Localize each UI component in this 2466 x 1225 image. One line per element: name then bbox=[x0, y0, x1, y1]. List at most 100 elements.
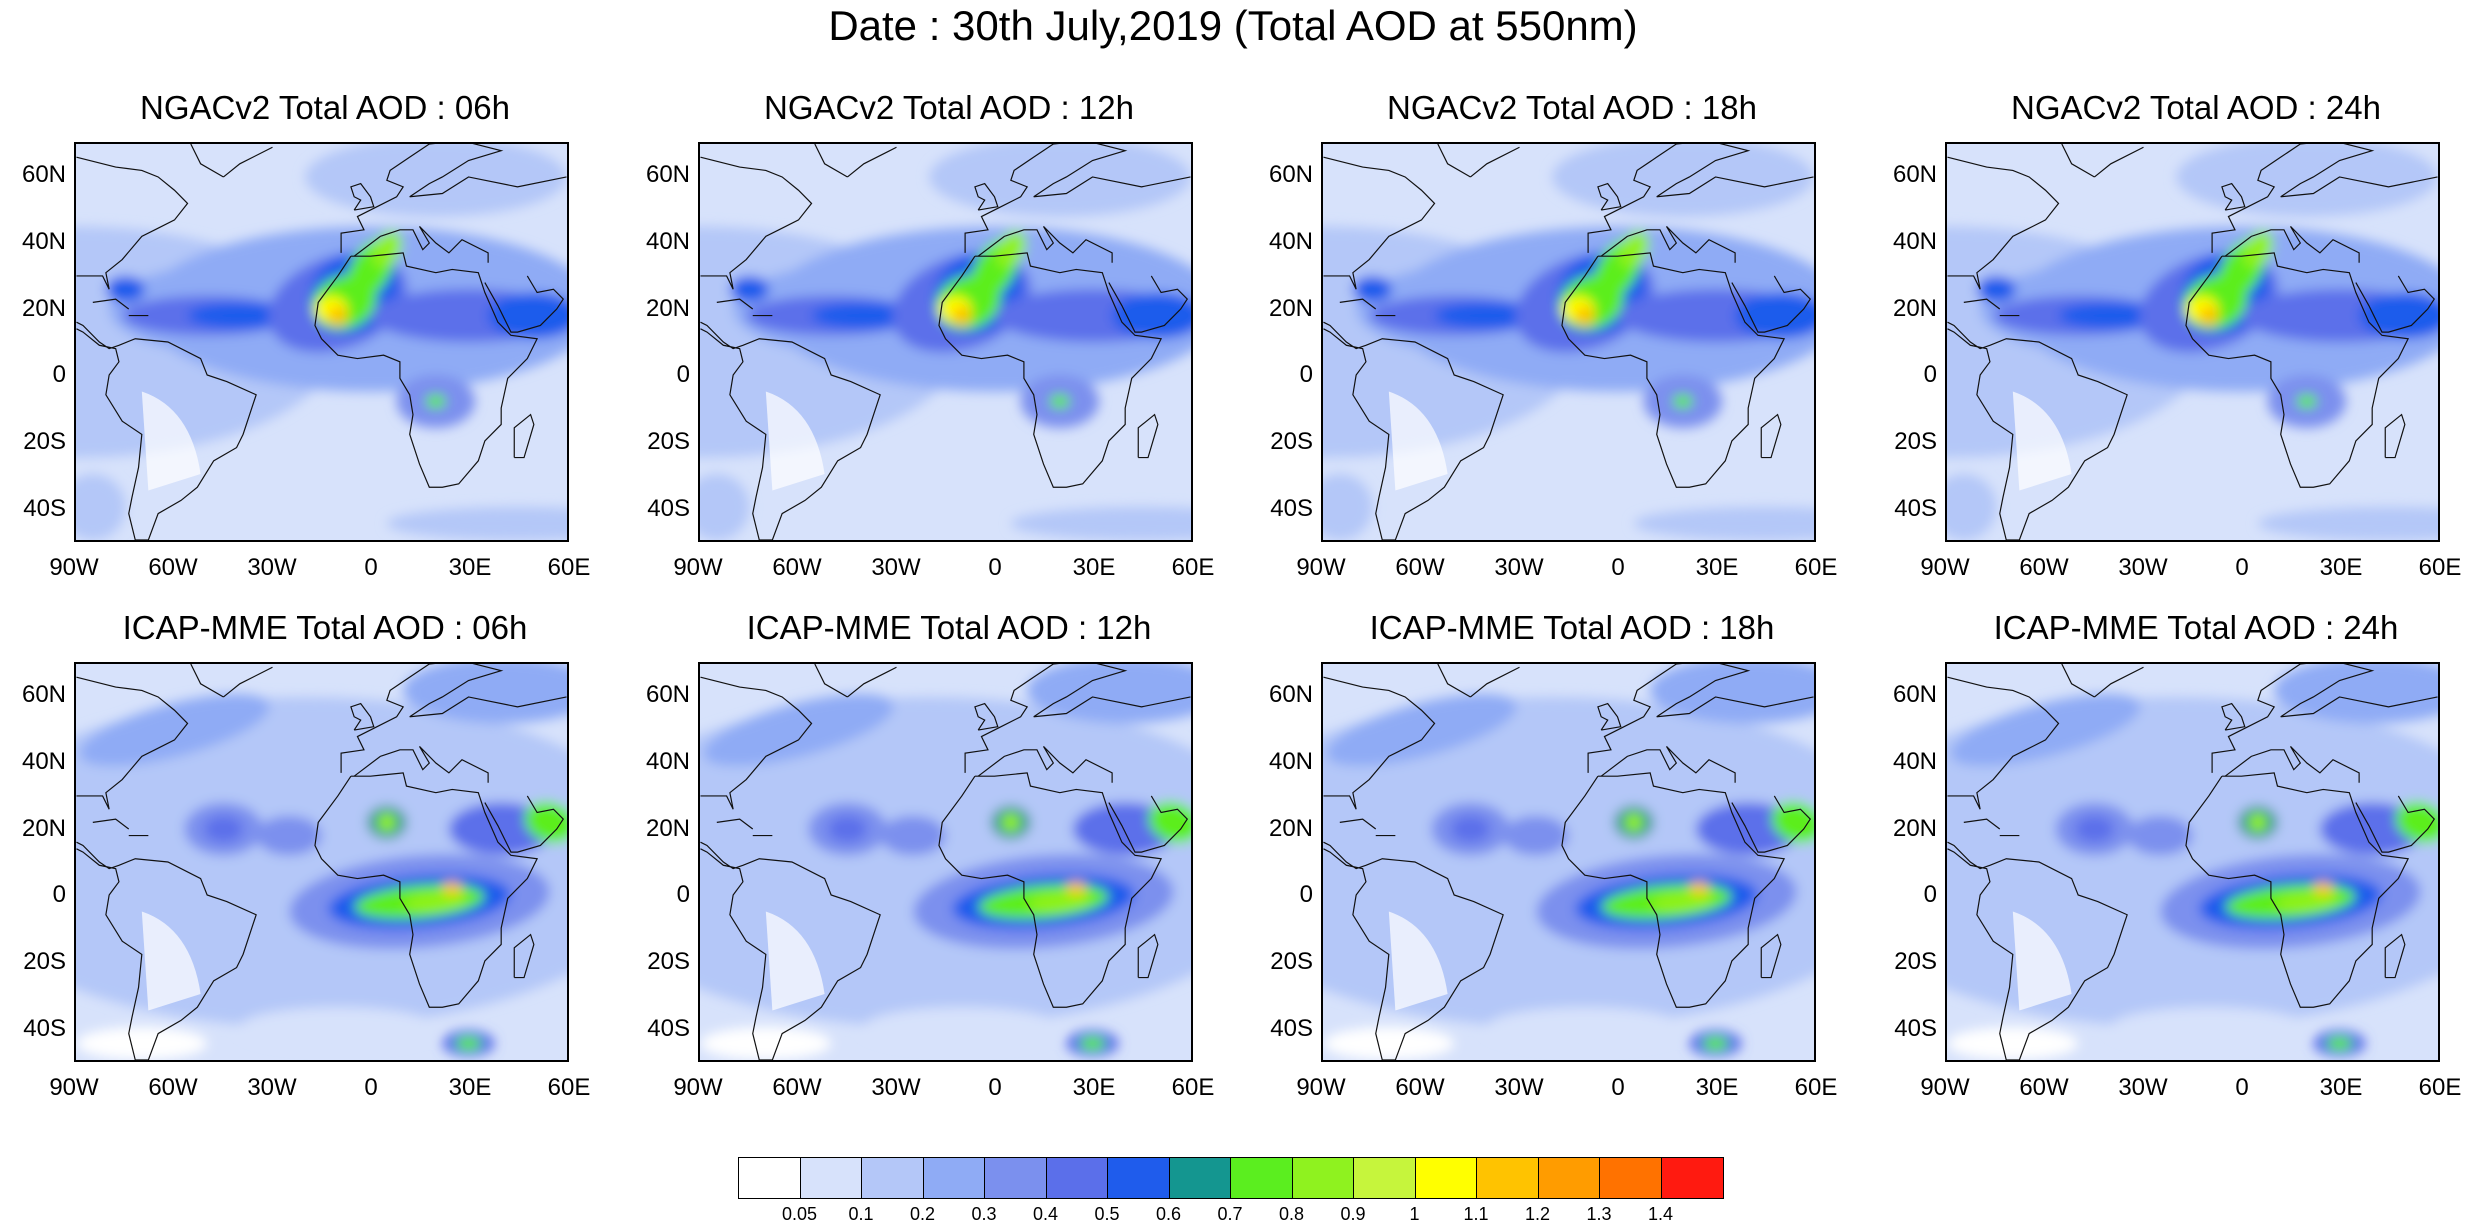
coastline bbox=[353, 746, 489, 783]
aod-plume bbox=[239, 1007, 436, 1047]
lon-tick-label: 60W bbox=[1395, 554, 1445, 581]
panel-title: ICAP-MME Total AOD : 24h bbox=[1993, 609, 2399, 646]
lon-tick-label: 30E bbox=[1072, 1074, 1116, 1101]
lon-tick-label: 30E bbox=[1695, 1074, 1739, 1101]
colorbar-level-label: 1 bbox=[1409, 1204, 1420, 1224]
aod-plume bbox=[863, 1007, 1060, 1047]
aod-map bbox=[698, 142, 1193, 542]
aod-plume bbox=[1575, 305, 1595, 326]
lat-tick-label: 60N bbox=[1892, 681, 1937, 709]
panel-title: NGACv2 Total AOD : 12h bbox=[764, 89, 1134, 126]
lat-tick-label: 20S bbox=[1894, 948, 1937, 975]
aod-plume bbox=[187, 302, 293, 329]
lat-tick-label: 20N bbox=[1268, 294, 1313, 322]
coastline bbox=[314, 772, 539, 1008]
aod-plume bbox=[256, 815, 322, 856]
coastline bbox=[513, 933, 535, 979]
coastline bbox=[1108, 275, 1189, 333]
lon-tick-label: 60E bbox=[2418, 554, 2462, 581]
coastline bbox=[700, 676, 813, 810]
colorbar-level-label: 0.05 bbox=[781, 1204, 818, 1224]
coastline bbox=[938, 252, 1163, 488]
coastline bbox=[2185, 772, 2410, 1008]
aod-plume bbox=[403, 664, 567, 724]
lat-tick-label: 40N bbox=[1892, 748, 1937, 775]
coastline bbox=[1760, 933, 1782, 979]
lon-tick-label: 30W bbox=[1494, 554, 1544, 581]
lon-tick-label: 60W bbox=[772, 1074, 822, 1101]
colorbar-swatch bbox=[1477, 1158, 1539, 1198]
coastline bbox=[1731, 795, 1812, 853]
lat-tick-label: 40S bbox=[1894, 1014, 1937, 1042]
aod-plume bbox=[2058, 302, 2164, 329]
coastline bbox=[223, 146, 273, 178]
coastline bbox=[964, 144, 1191, 253]
lon-tick-label: 0 bbox=[1611, 1074, 1625, 1101]
aod-plume bbox=[105, 276, 146, 303]
lon-tick-label: 60E bbox=[2418, 1074, 2462, 1101]
colorbar-swatch bbox=[1415, 1158, 1477, 1198]
colorbar-swatch bbox=[1354, 1158, 1416, 1198]
coastline bbox=[350, 702, 375, 731]
coastline bbox=[1947, 676, 2060, 810]
aod-plume bbox=[79, 694, 270, 767]
aod-plume bbox=[2257, 506, 2438, 540]
coastline bbox=[76, 156, 189, 290]
coastline bbox=[1470, 666, 1520, 698]
coastline bbox=[700, 156, 813, 290]
lat-tick-label: 40S bbox=[1270, 1014, 1313, 1042]
coastline bbox=[700, 841, 881, 1060]
lat-tick-label: 40N bbox=[645, 228, 690, 255]
aod-plume bbox=[1673, 394, 1693, 409]
lon-tick-label: 30W bbox=[247, 554, 297, 581]
colorbar-swatch bbox=[1292, 1158, 1354, 1198]
lon-tick-label: 0 bbox=[1611, 554, 1625, 581]
aod-plume bbox=[2110, 1007, 2307, 1047]
coastline bbox=[1760, 413, 1782, 459]
coastline bbox=[814, 664, 848, 698]
aod-plume bbox=[1323, 474, 1373, 540]
lon-tick-label: 60E bbox=[1171, 554, 1215, 581]
coastline bbox=[2061, 664, 2095, 698]
lat-tick-label: 40S bbox=[647, 1014, 690, 1042]
coastline bbox=[974, 702, 999, 731]
lat-tick-label: 20N bbox=[645, 294, 690, 322]
coastline bbox=[223, 666, 273, 698]
aod-plume bbox=[700, 1026, 832, 1060]
lat-tick-label: 40N bbox=[21, 748, 66, 775]
aod-plume bbox=[1434, 302, 1540, 329]
aod-map bbox=[1321, 662, 1816, 1062]
low-aod-region bbox=[1388, 911, 1448, 1011]
colorbar-level-label: 0.7 bbox=[1217, 1204, 1243, 1224]
colorbar-level-label: 0.8 bbox=[1278, 1204, 1305, 1224]
coastline bbox=[977, 746, 1113, 783]
coastline bbox=[484, 795, 565, 853]
aod-plume bbox=[1066, 881, 1086, 896]
lat-tick-label: 0 bbox=[676, 361, 690, 389]
lon-tick-label: 30W bbox=[247, 1074, 297, 1101]
coastline bbox=[1561, 252, 1786, 488]
coastline bbox=[2061, 144, 2095, 178]
coastline bbox=[1587, 144, 1814, 253]
lon-tick-label: 0 bbox=[988, 554, 1002, 581]
lon-tick-label: 30W bbox=[871, 554, 921, 581]
coastline bbox=[1597, 182, 1622, 211]
aod-plume bbox=[2313, 881, 2333, 896]
map-panel-icap-mme-24h: ICAP-MME Total AOD : 24h 60N 40N 20N 0 20S 40S… bbox=[1871, 520, 2466, 1101]
aod-plume bbox=[1503, 815, 1569, 856]
lat-tick-label: 20N bbox=[645, 814, 690, 842]
aod-colorbar bbox=[738, 1157, 1724, 1199]
panel-title: ICAP-MME Total AOD : 12h bbox=[746, 609, 1152, 646]
coastline bbox=[1597, 702, 1622, 731]
map-panel-icap-mme-6h: ICAP-MME Total AOD : 06h 60N 40N 20N 0 20S 40S… bbox=[0, 520, 640, 1101]
coastline bbox=[2094, 666, 2144, 698]
lon-tick-label: 30W bbox=[2118, 554, 2168, 581]
low-aod-region bbox=[141, 391, 201, 491]
lon-tick-label: 90W bbox=[49, 1074, 99, 1101]
aod-plume bbox=[700, 474, 750, 540]
aod-plume bbox=[2074, 815, 2115, 843]
aod-plume bbox=[952, 305, 972, 326]
lat-tick-label: 60N bbox=[1892, 161, 1937, 189]
lon-tick-label: 90W bbox=[1920, 1074, 1970, 1101]
coastline bbox=[2185, 252, 2410, 488]
